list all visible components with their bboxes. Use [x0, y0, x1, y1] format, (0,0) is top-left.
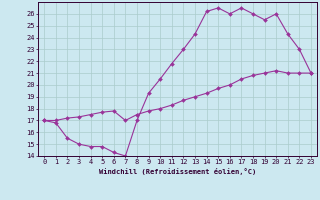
X-axis label: Windchill (Refroidissement éolien,°C): Windchill (Refroidissement éolien,°C) [99, 168, 256, 175]
